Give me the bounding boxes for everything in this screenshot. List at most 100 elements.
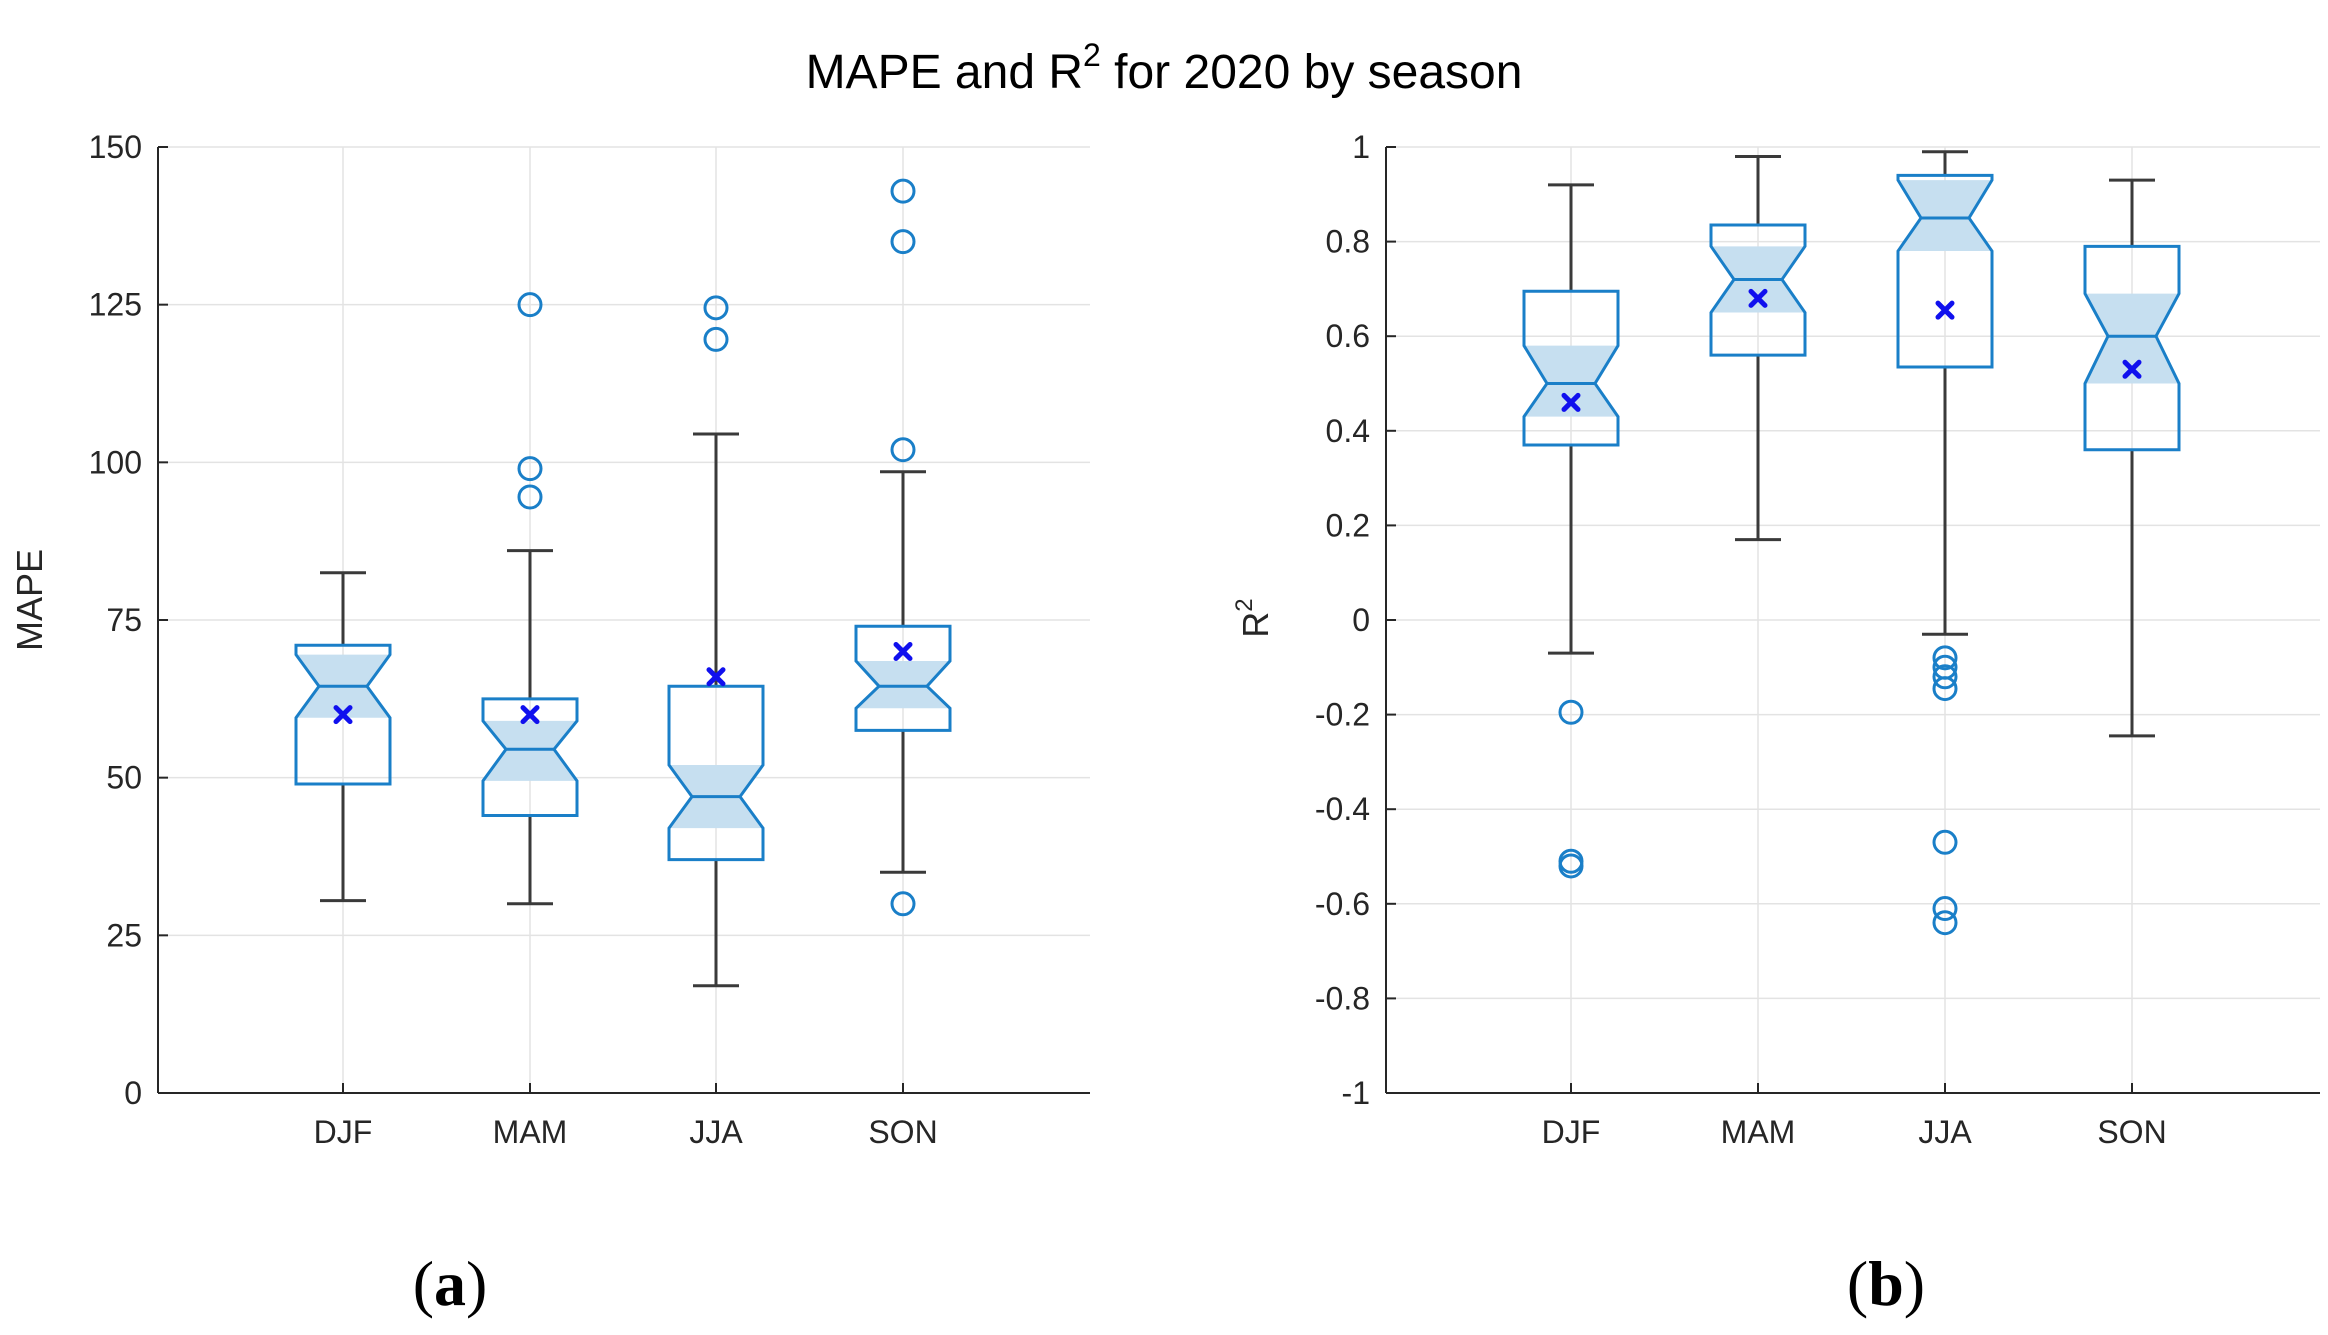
box-outline bbox=[481, 697, 579, 818]
outlier-point bbox=[1932, 676, 1958, 702]
box-notch-shade bbox=[2085, 293, 2179, 384]
box-notch-shade bbox=[1524, 345, 1618, 417]
mean-marker-stroke bbox=[706, 667, 726, 687]
box-notch-shade bbox=[483, 720, 577, 781]
box-notch-shade bbox=[1898, 180, 1992, 252]
mean-marker bbox=[1561, 392, 1581, 412]
box-mam bbox=[481, 292, 579, 906]
y-tick-label: -0.4 bbox=[1315, 791, 1370, 827]
y-tick-label: 1 bbox=[1352, 129, 1370, 165]
panel-b-r2-chart: -1 -0.8 -0.6 -0.4 -0.2 0 0.2 0.4 0.6 0.8 1 DJF MAM JJ… bbox=[1231, 129, 2320, 1150]
figure-title-superscript: 2 bbox=[1083, 37, 1101, 73]
box-djf bbox=[1522, 183, 1620, 879]
outlier-point bbox=[1558, 699, 1584, 725]
box-djf bbox=[294, 571, 392, 903]
y-axis-label-superscript: 2 bbox=[1231, 598, 1258, 611]
panel-label-b-letter: b bbox=[1868, 1248, 1904, 1319]
y-tick-label: -0.8 bbox=[1315, 980, 1370, 1016]
panel-label-a: (a) bbox=[413, 1248, 488, 1319]
y-axis-label: MAPE bbox=[9, 549, 50, 651]
box-outline bbox=[294, 643, 392, 786]
y-axis-label-text: MAPE bbox=[9, 549, 50, 651]
y-tick-label: 0.6 bbox=[1326, 318, 1370, 354]
outlier-point bbox=[1932, 645, 1958, 671]
x-tick-label-son: SON bbox=[868, 1114, 937, 1150]
outlier-point bbox=[890, 891, 916, 917]
mean-marker-stroke bbox=[520, 705, 540, 725]
mean-marker bbox=[1935, 300, 1955, 320]
outlier-point bbox=[1932, 896, 1958, 922]
box-son bbox=[2083, 178, 2181, 738]
y-tick-label: 0 bbox=[124, 1075, 142, 1111]
mean-marker bbox=[706, 667, 726, 687]
box-outline bbox=[1522, 289, 1620, 447]
y-tick-label: -1 bbox=[1342, 1075, 1370, 1111]
outlier-point bbox=[1558, 853, 1584, 879]
box-outline bbox=[1896, 173, 1994, 369]
y-tick-label: -0.6 bbox=[1315, 886, 1370, 922]
y-tick-label: 0 bbox=[1352, 602, 1370, 638]
x-tick-label-mam: MAM bbox=[1721, 1114, 1796, 1150]
mean-marker bbox=[520, 705, 540, 725]
y-tick-label: 0.4 bbox=[1326, 413, 1370, 449]
x-tick-label-mam: MAM bbox=[493, 1114, 568, 1150]
outlier-point bbox=[1932, 910, 1958, 936]
box-son bbox=[854, 178, 952, 917]
figure-title-suffix: for 2020 by season bbox=[1101, 46, 1523, 99]
figure-title-prefix: MAPE and R bbox=[806, 46, 1083, 99]
outlier-point bbox=[1932, 664, 1958, 690]
y-axis-label: R2 bbox=[1231, 598, 1276, 637]
outlier-point bbox=[890, 437, 916, 463]
box-outline bbox=[1709, 223, 1807, 357]
y-axis-label-text: R bbox=[1235, 612, 1276, 638]
x-tick-label-jja: JJA bbox=[1918, 1114, 1972, 1150]
outlier-point bbox=[517, 292, 543, 318]
y-tick-label: -0.2 bbox=[1315, 697, 1370, 733]
mean-marker-stroke bbox=[333, 705, 353, 725]
y-tick-label: 75 bbox=[106, 602, 142, 638]
mean-marker-stroke bbox=[1561, 392, 1581, 412]
panel-label-b-open: ( bbox=[1847, 1248, 1868, 1319]
x-tick-label-djf: DJF bbox=[1542, 1114, 1601, 1150]
y-tick-label: 150 bbox=[89, 129, 142, 165]
outlier-point bbox=[517, 484, 543, 510]
box-mam bbox=[1709, 154, 1807, 542]
outlier-point bbox=[517, 456, 543, 482]
mean-marker-stroke bbox=[1935, 300, 1955, 320]
panel-a-mape-chart: 0 25 50 75 100 125 150 DJF MAM JJA SON MAPE bbox=[9, 129, 1090, 1150]
y-tick-label: 50 bbox=[106, 760, 142, 796]
x-tick-label-djf: DJF bbox=[314, 1114, 373, 1150]
x-tick-label-jja: JJA bbox=[689, 1114, 743, 1150]
box-notch-shade bbox=[856, 660, 950, 709]
panel-label-b-close: ) bbox=[1904, 1248, 1925, 1319]
outlier-point bbox=[703, 295, 729, 321]
mean-marker bbox=[333, 705, 353, 725]
box-outline bbox=[854, 624, 952, 732]
mean-marker-stroke bbox=[2122, 359, 2142, 379]
box-jja bbox=[1896, 150, 1994, 936]
outlier-point bbox=[890, 178, 916, 204]
outlier-point bbox=[703, 326, 729, 352]
x-tick-label-son: SON bbox=[2097, 1114, 2166, 1150]
y-tick-label: 125 bbox=[89, 287, 142, 323]
y-tick-label: 100 bbox=[89, 444, 142, 480]
y-tick-label: 0.2 bbox=[1326, 507, 1370, 543]
y-tick-label: 0.8 bbox=[1326, 224, 1370, 260]
box-outline bbox=[2083, 244, 2181, 452]
panel-label-b: (b) bbox=[1847, 1248, 1925, 1319]
outlier-point bbox=[890, 229, 916, 255]
panel-label-a-letter: a bbox=[434, 1248, 466, 1319]
mean-marker bbox=[2122, 359, 2142, 379]
mean-marker-stroke bbox=[893, 642, 913, 662]
box-jja bbox=[667, 295, 765, 988]
figure-title: MAPE and R2 for 2020 by season bbox=[806, 37, 1523, 99]
panel-label-a-open: ( bbox=[413, 1248, 434, 1319]
panel-label-a-close: ) bbox=[466, 1248, 487, 1319]
y-tick-label: 25 bbox=[106, 917, 142, 953]
outlier-point bbox=[1932, 829, 1958, 855]
mean-marker bbox=[893, 642, 913, 662]
mean-marker bbox=[1748, 288, 1768, 308]
mean-marker-stroke bbox=[1748, 288, 1768, 308]
box-outline bbox=[667, 684, 765, 862]
